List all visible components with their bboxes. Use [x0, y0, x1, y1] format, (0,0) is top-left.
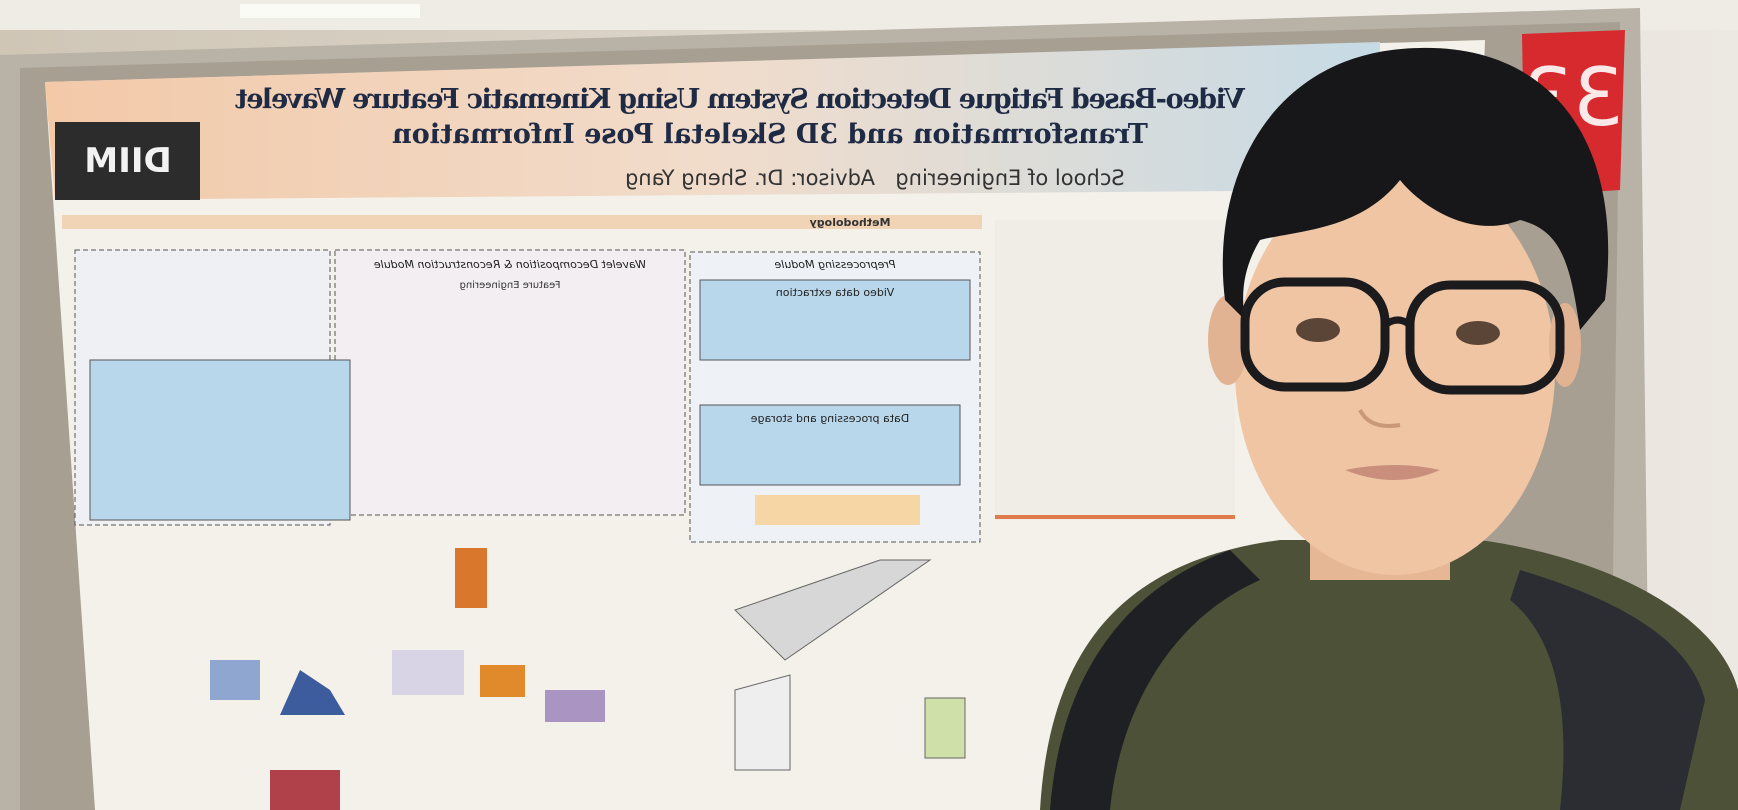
figure-block — [480, 665, 525, 697]
cnn-figure — [734, 674, 791, 771]
figure-block — [392, 650, 464, 695]
glasses-bridge — [1382, 316, 1413, 328]
cnn-figure — [924, 697, 966, 759]
cnn-figure — [734, 559, 932, 661]
abstract-column — [995, 220, 1235, 520]
section-bar — [62, 215, 982, 229]
glasses-lens — [1405, 280, 1565, 395]
storage-box — [699, 404, 961, 486]
plot-figure — [280, 670, 345, 715]
logo: DIIM — [84, 141, 171, 181]
fusion-inner — [89, 359, 351, 521]
eye — [1296, 318, 1340, 342]
poster-title: Transformation and 3D Skeletal Pose Info… — [392, 119, 1148, 150]
glasses-lens — [1240, 277, 1390, 392]
poster-header — [45, 42, 1380, 200]
face — [1235, 165, 1555, 575]
advisor: Advisor: Dr. Sheng Yang — [625, 166, 875, 190]
backpack-strap — [1510, 570, 1705, 810]
mirrored-text: Video-Based Fatigue Detection System Usi… — [84, 84, 1246, 425]
school: School of Engineering — [895, 166, 1124, 190]
mouth — [1345, 465, 1440, 480]
section-title: Methodology — [810, 216, 891, 229]
figure-block — [455, 548, 487, 608]
hair — [1222, 47, 1609, 331]
abstract-rule — [995, 515, 1235, 519]
video-box — [699, 279, 971, 361]
nose — [1358, 408, 1401, 428]
module-subtitle: Video data extraction — [776, 286, 894, 299]
poster-title: Video-Based Fatigue Detection System Usi… — [234, 84, 1246, 115]
module-title: Preprocessing Module — [774, 258, 895, 271]
module-subtitle: Feature Engineering — [460, 280, 561, 291]
backpack-strap — [1050, 550, 1260, 810]
eye — [1456, 321, 1500, 345]
module-subtitle: Data processing and storage — [751, 412, 910, 425]
plot-figure — [270, 770, 340, 810]
window-box — [755, 495, 920, 525]
ear — [1208, 295, 1248, 385]
plot-figure — [210, 660, 260, 700]
ceiling-light — [240, 4, 420, 18]
logo-box — [55, 122, 200, 200]
figure-block — [545, 690, 605, 722]
wavelet-box — [334, 249, 686, 516]
module-title: Wavelet Decomposition & Reconstruction M… — [374, 258, 646, 271]
